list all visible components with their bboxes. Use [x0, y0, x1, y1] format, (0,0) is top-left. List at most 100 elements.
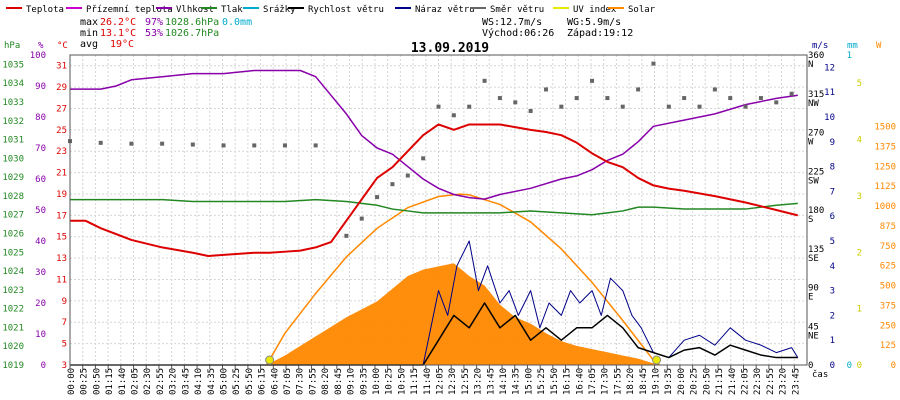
uv-tick-5: 5 [857, 79, 862, 89]
legend-label-0: Teplota [26, 5, 64, 15]
temperature_c-tick-14: 31 [56, 62, 67, 72]
temperature_c-tick-1: 5 [62, 340, 67, 350]
x-tick-7: 02:55 [156, 368, 166, 395]
stat-min-hum: 53% [145, 28, 163, 39]
x-tick-28: 11:40 [423, 368, 433, 395]
wind-dir-point-34 [728, 96, 733, 101]
x-tick-36: 15:00 [524, 368, 534, 395]
series-solar-max [265, 193, 661, 366]
legend-label-4: Srážky [263, 5, 296, 15]
x-tick-45: 18:45 [639, 368, 649, 395]
rain_mm-tick-0: 0 [847, 361, 852, 371]
stat-sunrise: Východ:06:26 [482, 27, 554, 39]
pressure_hpa-tick-2: 1021 [2, 323, 24, 333]
solar_w-tick-11: 1375 [874, 142, 896, 152]
legend-label-7: Směr větru [490, 5, 544, 15]
x-tick-34: 14:10 [499, 368, 509, 395]
wind-dir-point-2 [129, 141, 134, 146]
wind_dir-tick-0: 0 [808, 361, 813, 371]
x-tick-33: 13:45 [486, 368, 496, 395]
wind_ms-tick-9: 9 [830, 138, 835, 148]
x-tick-30: 12:30 [448, 368, 458, 395]
x-tick-26: 10:50 [397, 368, 407, 395]
stat-max-press: 1028.6hPa [165, 17, 219, 28]
wind_ms-tick-11: 11 [824, 88, 835, 98]
wind_dir-dir-3: SE [808, 254, 819, 264]
series-humidity [70, 69, 798, 200]
wind_dir-tick-4: 180 [808, 206, 824, 216]
x-tick-16: 06:40 [270, 368, 280, 395]
x-tick-44: 18:20 [626, 368, 636, 395]
pressure_hpa-tick-6: 1025 [2, 248, 24, 258]
wind-dir-point-18 [482, 78, 487, 83]
solar_w-tick-10: 1250 [874, 162, 896, 172]
unit-time: čas [812, 369, 828, 380]
wind-dir-point-33 [712, 87, 717, 92]
wind_ms-tick-0: 0 [830, 361, 835, 371]
wind-dir-point-32 [697, 104, 702, 109]
pressure_hpa-tick-4: 1023 [2, 286, 24, 296]
x-tick-11: 04:35 [207, 368, 217, 395]
humidity_pct-tick-3: 30 [35, 268, 46, 278]
temperature_c-tick-12: 27 [56, 104, 67, 114]
legend-label-2: Vlhkost [176, 5, 214, 15]
wind_ms-tick-10: 10 [824, 113, 835, 123]
uv-marker-0 [265, 355, 275, 365]
unit-hpa: hPa [4, 41, 20, 51]
temperature_c-tick-10: 23 [56, 147, 67, 157]
pressure_hpa-tick-14: 1033 [2, 98, 24, 108]
legend-swatch-8 [553, 7, 569, 9]
wind-dir-point-10 [359, 216, 364, 221]
stat-wg: WG:5.9m/s [567, 17, 621, 28]
uv-tick-1: 1 [857, 305, 862, 315]
legend-swatch-0 [6, 7, 22, 9]
x-tick-0: 00:00 [67, 368, 77, 395]
wind-dir-point-1 [98, 140, 103, 145]
solar_w-tick-8: 1000 [874, 202, 896, 212]
wind_dir-tick-2: 90 [808, 284, 819, 294]
wind-dir-point-26 [605, 96, 610, 101]
x-tick-23: 09:35 [359, 368, 369, 395]
stat-min-temp: 13.1°C [100, 28, 136, 39]
x-tick-4: 01:40 [118, 368, 128, 395]
x-tick-42: 17:30 [601, 368, 611, 395]
axes: 1019102010211022102310241025102610271028… [2, 51, 896, 395]
legend-label-9: Solar [628, 5, 656, 15]
unit-degc: °C [57, 41, 68, 51]
legend-label-6: Náraz větru [415, 5, 475, 15]
wind_ms-tick-2: 2 [830, 311, 835, 321]
series-solar [266, 263, 660, 365]
solar_w-tick-9: 1125 [874, 182, 896, 192]
x-tick-37: 15:25 [537, 368, 547, 395]
x-tick-38: 15:50 [550, 368, 560, 395]
uv-marker-1 [652, 355, 662, 365]
x-tick-55: 22:55 [766, 368, 776, 395]
axis-unit-labels: hPa % °C m/s mm W čas [4, 41, 882, 380]
series-pressure [70, 198, 798, 216]
stat-ws: WS:12.7m/s [482, 17, 542, 28]
legend-label-1: Přízemní teplota [86, 5, 173, 15]
temperature_c-tick-7: 17 [56, 211, 67, 221]
wind-dir-point-35 [743, 104, 748, 109]
wind-dir-point-16 [451, 113, 456, 118]
legend-swatch-2 [156, 7, 172, 9]
wind-dir-point-28 [636, 87, 641, 92]
legend: Teplota Přízemní teplota Vlhkost Tlak Srážky… [6, 5, 656, 15]
wind_dir-tick-6: 270 [808, 129, 824, 139]
humidity_pct-tick-0: 0 [41, 361, 46, 371]
pressure_hpa-tick-11: 1030 [2, 154, 24, 164]
stat-avg-label: avg [80, 39, 98, 50]
pressure_hpa-tick-7: 1026 [2, 229, 24, 239]
wind-dir-point-29 [651, 61, 656, 66]
x-tick-17: 07:05 [283, 368, 293, 395]
solar_w-tick-1: 125 [880, 341, 896, 351]
pressure_hpa-tick-16: 1035 [2, 60, 24, 70]
humidity_pct-tick-7: 70 [35, 144, 46, 154]
humidity_pct-tick-4: 40 [35, 237, 46, 247]
x-tick-54: 22:30 [753, 368, 763, 395]
x-tick-50: 20:50 [702, 368, 712, 395]
temperature_c-tick-13: 29 [56, 83, 67, 93]
pressure_hpa-tick-13: 1032 [2, 117, 24, 127]
x-tick-25: 10:25 [385, 368, 395, 395]
x-tick-3: 01:15 [105, 368, 115, 395]
